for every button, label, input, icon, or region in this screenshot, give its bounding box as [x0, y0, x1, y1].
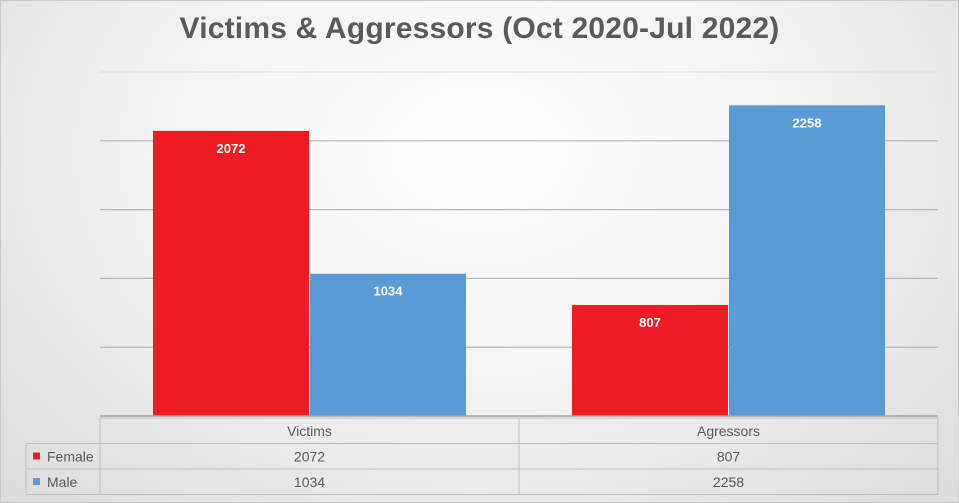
data-label: 807: [639, 315, 661, 330]
legend-label-female: Female: [47, 449, 94, 465]
data-label: 2258: [793, 115, 822, 130]
data-label: 1034: [374, 284, 404, 299]
data-label: 2072: [217, 141, 246, 156]
bar-female-victims: [153, 130, 309, 416]
table-value: 807: [717, 449, 741, 465]
bar-female-agressors: [572, 304, 728, 416]
table-category-label: Agressors: [697, 423, 760, 439]
chart-title: Victims & Aggressors (Oct 2020-Jul 2022): [179, 12, 780, 45]
table-value: 1034: [294, 474, 325, 490]
table-value: 2258: [713, 474, 744, 490]
legend-key-male: [33, 478, 40, 485]
legend-label-male: Male: [47, 474, 78, 490]
table-category-label: Victims: [287, 423, 332, 439]
legend-key-female: [33, 452, 40, 460]
table-value: 2072: [294, 449, 325, 465]
bar-male-agressors: [729, 105, 885, 417]
bar-male-victims: [310, 273, 466, 416]
